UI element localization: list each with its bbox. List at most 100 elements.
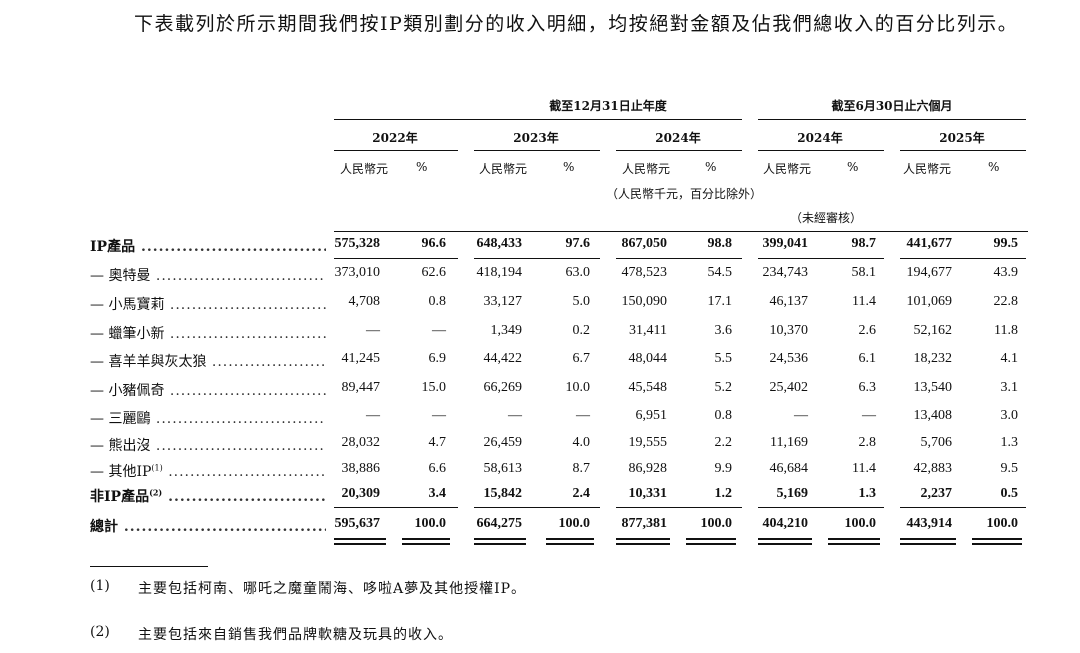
header-year: 2025年 [939,131,985,145]
header-year-rule [334,150,458,151]
table-cell: 58,613 [483,461,523,476]
table-cell: 63.0 [565,265,591,280]
table-cell: 25,402 [769,380,809,395]
total-cell: 100.0 [986,516,1019,531]
total-cell: 595,637 [334,516,381,531]
table-cell: — [576,408,590,423]
leader-dots: ........................................… [211,354,326,370]
footnote-separator [90,566,208,567]
table-cell: 1.2 [714,486,733,501]
table-cell: 11.4 [852,294,876,309]
table-cell: 373,010 [334,265,381,280]
footnote-marker: (2) [149,487,163,498]
table-cell: 648,433 [476,236,523,251]
total-cell: 100.0 [700,516,733,531]
total-double-rule-top [686,538,736,540]
total-double-rule-bottom [758,543,812,545]
footnote-mark: (1) [90,578,110,594]
header-group-rule-2 [758,119,1026,120]
table-cell: 28,032 [341,435,381,450]
table-cell: 4.1 [1000,351,1019,366]
table-cell: 234,743 [762,265,809,280]
header-unaudited: （未經審核） [790,211,863,225]
table-cell: 41,245 [341,351,381,366]
table-cell: 11,169 [770,435,808,450]
total-double-rule-bottom [686,543,736,545]
table-cell: 6,951 [635,408,668,423]
leader-dots: ........................................… [168,464,326,480]
table-cell: 62.6 [421,265,447,280]
ip-row-rule [616,258,742,259]
total-double-rule-top [402,538,450,540]
table-cell: 0.8 [428,294,447,309]
table-cell: 9.5 [1000,461,1019,476]
table-cell: 0.5 [1000,486,1019,501]
total-double-rule-bottom [900,543,956,545]
total-cell: 877,381 [621,516,668,531]
table-cell: 418,194 [476,265,523,280]
table-cell: — [794,408,808,423]
table-cell: 478,523 [621,265,668,280]
table-cell: 48,044 [628,351,668,366]
table-cell: 58.1 [851,265,877,280]
table-cell: 1,349 [490,323,523,338]
table-cell: 13,408 [913,408,953,423]
leader-dots: ........................................… [168,489,326,505]
table-cell: 10,370 [769,323,809,338]
header-year-rule [758,150,884,151]
header-group-half-year: 截至6月30日止六個月 [831,99,953,113]
total-double-rule-top [972,538,1022,540]
leader-dots: ........................................… [155,411,326,427]
row-label: 非IP產品(2) ...............................… [90,486,326,506]
header-pct: % [988,160,1000,174]
table-cell: 4,708 [348,294,381,309]
leader-dots: ........................................… [169,383,326,399]
leader-dots: ........................................… [169,326,326,342]
table-cell: 11.4 [852,461,876,476]
ip-row-rule [758,258,884,259]
row-label: — 其他IP(1) ..............................… [90,461,326,481]
table-cell: 1.3 [858,486,877,501]
total-cell: 404,210 [762,516,809,531]
table-cell: 2.6 [858,323,877,338]
header-year-rule [474,150,600,151]
table-cell: 575,328 [334,236,381,251]
table-cell: 31,411 [629,323,667,338]
table-cell: 3.0 [1000,408,1019,423]
ip-row-rule [334,258,458,259]
footnote-marker: (1) [151,463,163,473]
total-double-rule-top [334,538,386,540]
table-cell: 5,169 [776,486,809,501]
table-cell: 4.7 [428,435,447,450]
header-year-rule [900,150,1026,151]
table-cell: 9.9 [714,461,733,476]
table-cell: 6.1 [858,351,877,366]
total-double-rule-top [474,538,526,540]
total-double-rule-top [828,538,880,540]
table-cell: 4.0 [572,435,591,450]
footnote-mark: (2) [90,624,110,640]
header-pct: % [416,160,428,174]
table-cell: 5.2 [714,380,733,395]
table-cell: 3.6 [714,323,733,338]
table-cell: 101,069 [906,294,953,309]
table-cell: 44,422 [483,351,523,366]
total-cell: 443,914 [906,516,953,531]
total-double-rule-top [758,538,812,540]
header-bottom-rule [334,231,1028,232]
subtotal-rule [616,507,742,508]
table-cell: 441,677 [906,236,953,251]
table-cell: 867,050 [621,236,668,251]
table-cell: 17.1 [707,294,733,309]
table-cell: — [862,408,876,423]
total-cell: 100.0 [414,516,447,531]
table-cell: 5,706 [920,435,953,450]
footnote-text: 主要包括來自銷售我們品牌軟糖及玩具的收入。 [138,627,453,643]
subtotal-rule [334,507,458,508]
total-double-rule-bottom [546,543,594,545]
row-label: — 奧特曼 ..................................… [90,265,326,285]
header-rmb: 人民幣元 [479,162,528,176]
intro-paragraph: 下表載列於所示期間我們按IP類別劃分的收入明細，均按絕對金額及佔我們總收入的百分… [134,13,1019,35]
row-label: IP產品 ...................................… [90,236,326,256]
header-year: 2024年 [797,131,843,145]
